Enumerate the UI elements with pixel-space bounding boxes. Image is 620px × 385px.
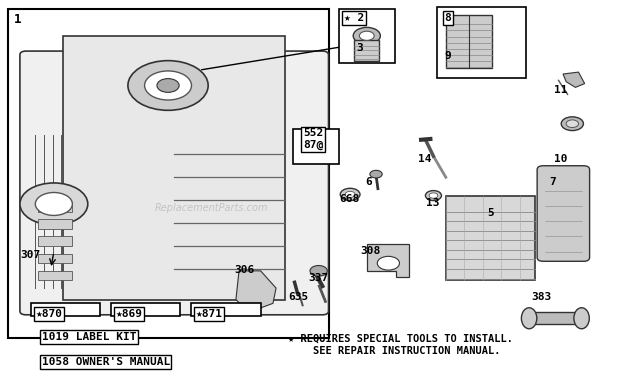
Text: 306: 306 [235, 265, 255, 275]
Text: ★871: ★871 [196, 309, 223, 319]
Bar [293, 129, 339, 164]
Circle shape [157, 79, 179, 92]
Text: 6: 6 [366, 177, 372, 187]
Polygon shape [367, 244, 409, 276]
Bar [339, 9, 394, 62]
FancyBboxPatch shape [111, 303, 180, 316]
Text: 307: 307 [20, 250, 40, 260]
Bar [38, 202, 73, 212]
Ellipse shape [574, 308, 589, 329]
Polygon shape [236, 271, 276, 309]
Text: ★869: ★869 [115, 309, 143, 319]
Bar [446, 15, 492, 68]
Bar [355, 40, 379, 60]
Circle shape [310, 266, 327, 276]
Text: 337: 337 [309, 273, 329, 283]
Circle shape [144, 71, 192, 100]
Text: 9: 9 [445, 51, 451, 61]
Circle shape [35, 192, 73, 216]
FancyBboxPatch shape [31, 303, 100, 316]
Bar [38, 236, 73, 246]
Text: 14: 14 [418, 154, 432, 164]
Text: 3: 3 [356, 44, 363, 54]
Circle shape [566, 120, 578, 127]
Ellipse shape [521, 308, 537, 329]
Bar [38, 219, 73, 229]
Text: 1: 1 [14, 13, 21, 26]
FancyBboxPatch shape [192, 303, 260, 316]
Text: 308: 308 [361, 246, 381, 256]
Circle shape [340, 188, 360, 201]
Text: 7: 7 [549, 177, 556, 187]
Text: 1019 LABEL KIT: 1019 LABEL KIT [42, 332, 136, 342]
Text: 5: 5 [488, 208, 495, 218]
Text: 13: 13 [426, 198, 440, 208]
Polygon shape [563, 72, 585, 87]
Bar [7, 9, 329, 338]
FancyBboxPatch shape [537, 166, 590, 261]
Bar [446, 196, 535, 280]
Bar [63, 36, 285, 300]
Circle shape [353, 27, 380, 44]
Circle shape [378, 256, 399, 270]
Circle shape [128, 60, 208, 110]
Text: 10: 10 [554, 154, 567, 164]
Bar [38, 271, 73, 280]
Text: ★870: ★870 [35, 309, 63, 319]
Text: 1058 OWNER'S MANUAL: 1058 OWNER'S MANUAL [42, 357, 170, 367]
Circle shape [345, 191, 355, 198]
Text: ★ REQUIRES SPECIAL TOOLS TO INSTALL.
    SEE REPAIR INSTRUCTION MANUAL.: ★ REQUIRES SPECIAL TOOLS TO INSTALL. SEE… [288, 334, 513, 355]
Bar [529, 312, 582, 325]
Text: ★ 2: ★ 2 [344, 13, 364, 23]
Bar [436, 7, 526, 78]
Text: 383: 383 [531, 292, 551, 302]
Text: 11: 11 [554, 85, 567, 95]
Circle shape [20, 183, 88, 225]
Text: 668: 668 [339, 194, 359, 204]
Circle shape [429, 193, 438, 198]
Circle shape [360, 31, 374, 40]
Text: 552
87@: 552 87@ [303, 128, 323, 150]
Text: 635: 635 [288, 292, 309, 302]
Text: 8: 8 [445, 13, 451, 23]
FancyBboxPatch shape [20, 51, 329, 315]
Bar [38, 254, 73, 263]
Circle shape [425, 191, 441, 201]
Circle shape [370, 170, 382, 178]
Text: ReplacementParts.com: ReplacementParts.com [154, 203, 268, 213]
Circle shape [561, 117, 583, 131]
